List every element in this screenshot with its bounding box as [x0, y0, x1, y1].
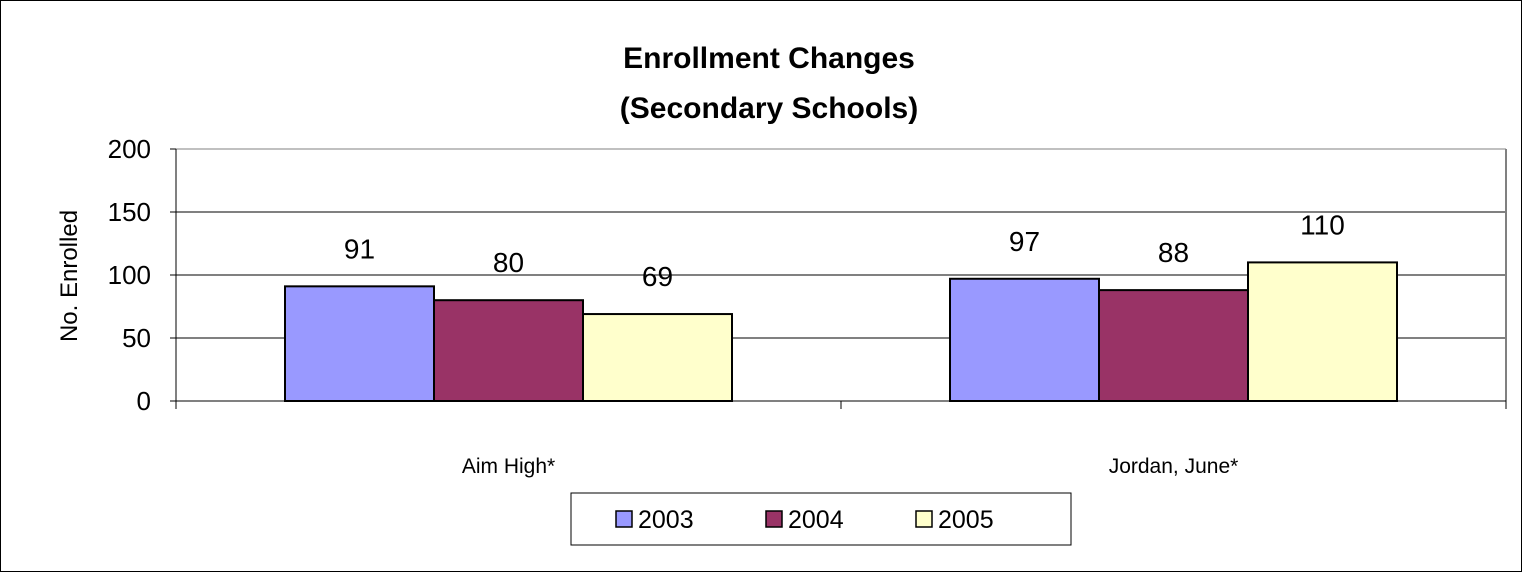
legend-swatch	[765, 510, 783, 528]
data-label: 110	[1300, 209, 1345, 240]
y-tick-label: 100	[108, 260, 151, 290]
bar	[1098, 289, 1249, 402]
y-tick-label: 200	[108, 134, 151, 164]
legend-box	[570, 492, 1072, 546]
x-category-label: Jordan, June*	[1109, 455, 1239, 478]
chart-title: Enrollment Changes	[623, 42, 915, 75]
bar	[284, 285, 435, 402]
data-label: 97	[1009, 226, 1040, 257]
bar	[949, 277, 1100, 402]
y-tick-label: 150	[108, 197, 151, 227]
bar	[582, 313, 733, 402]
data-label: 88	[1158, 237, 1189, 268]
legend-swatch	[615, 510, 633, 528]
legend-label: 2003	[638, 506, 694, 534]
bar	[433, 299, 584, 403]
data-label: 69	[642, 261, 673, 292]
plot-area: 0 50 100 150 200 Aim High* 91 80 69 Jordan, June*…	[108, 134, 1507, 478]
legend-label: 2004	[788, 506, 844, 534]
y-tick-label: 50	[122, 323, 151, 353]
y-tick-label: 0	[137, 386, 151, 416]
chart-subtitle: (Secondary Schools)	[620, 92, 918, 125]
data-label: 91	[344, 233, 375, 264]
legend-label: 2005	[938, 506, 994, 534]
legend: 2003 2004 2005	[570, 492, 1072, 546]
legend-swatch	[915, 510, 933, 528]
bar	[1247, 261, 1398, 402]
data-label: 80	[493, 247, 524, 278]
y-axis-title: No. Enrolled	[56, 210, 83, 342]
x-category-label: Aim High*	[462, 455, 555, 478]
